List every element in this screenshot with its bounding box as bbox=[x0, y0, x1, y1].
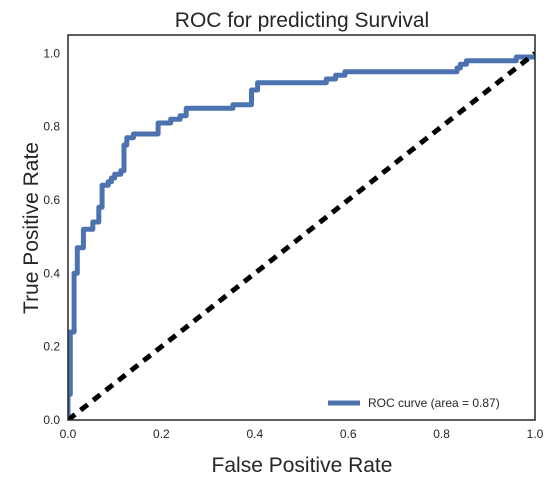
x-tick-label: 1.0 bbox=[527, 427, 544, 441]
y-tick-label: 0.8 bbox=[43, 120, 60, 134]
legend: ROC curve (area = 0.87) bbox=[328, 396, 500, 410]
x-axis-label: False Positive Rate bbox=[212, 454, 393, 477]
roc-curve-line bbox=[68, 54, 535, 420]
x-axis-ticks: 0.0 0.2 0.4 0.6 0.8 1.0 bbox=[60, 427, 544, 441]
x-tick-label: 0.4 bbox=[246, 427, 263, 441]
chance-diagonal-line bbox=[68, 51, 535, 420]
y-tick-label: 0.0 bbox=[43, 413, 60, 427]
x-tick-label: 0.6 bbox=[340, 427, 357, 441]
plot-frame bbox=[67, 34, 536, 421]
y-tick-label: 0.4 bbox=[43, 266, 60, 280]
y-tick-label: 0.2 bbox=[43, 340, 60, 354]
x-tick-label: 0.0 bbox=[60, 427, 77, 441]
y-axis-label: True Positive Rate bbox=[20, 142, 43, 314]
x-tick-label: 0.8 bbox=[433, 427, 450, 441]
y-axis-ticks: 0.0 0.2 0.4 0.6 0.8 1.0 bbox=[43, 46, 60, 427]
chart-title: ROC for predicting Survival bbox=[175, 9, 429, 32]
y-tick-label: 1.0 bbox=[43, 46, 60, 60]
plot-area bbox=[67, 34, 536, 421]
x-tick-label: 0.2 bbox=[153, 427, 170, 441]
y-tick-label: 0.6 bbox=[43, 193, 60, 207]
legend-label-roc-curve: ROC curve (area = 0.87) bbox=[368, 396, 500, 410]
